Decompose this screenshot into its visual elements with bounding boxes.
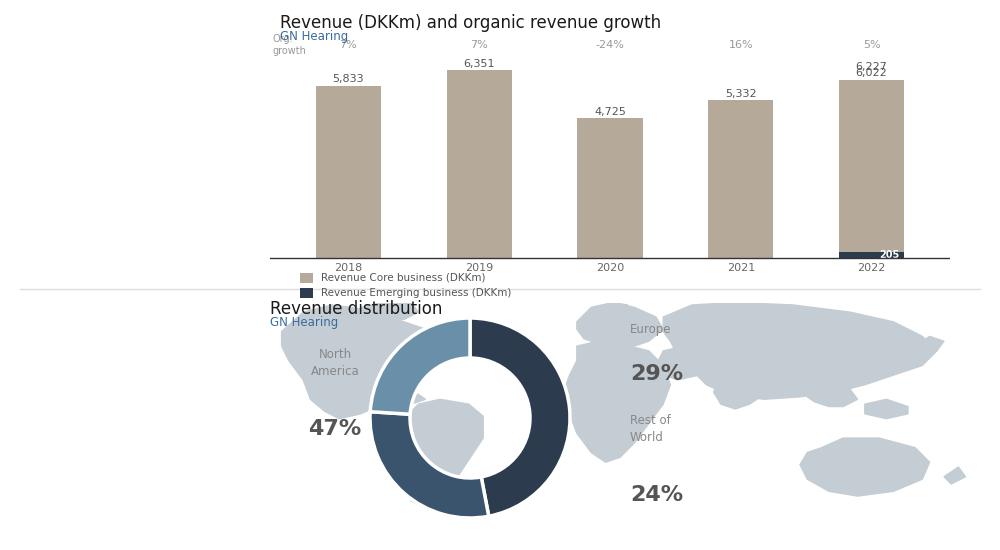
Text: 4,725: 4,725 (594, 107, 626, 117)
Text: 47%: 47% (308, 419, 362, 439)
Polygon shape (397, 399, 483, 508)
Text: 2022: 2022 (857, 263, 886, 273)
Text: 7%: 7% (340, 40, 357, 50)
Text: Revenue distribution: Revenue distribution (270, 300, 442, 318)
Text: 2020: 2020 (596, 263, 624, 273)
Text: 205: 205 (880, 250, 900, 260)
Wedge shape (470, 318, 570, 516)
Bar (577, 118, 643, 258)
Text: 5,332: 5,332 (725, 89, 757, 98)
Bar (708, 101, 773, 258)
Text: 29%: 29% (630, 364, 683, 384)
Text: Revenue Emerging business (DKKm): Revenue Emerging business (DKKm) (321, 288, 511, 298)
Text: GN Hearing: GN Hearing (280, 30, 348, 43)
Text: Org.
growth: Org. growth (273, 34, 306, 57)
Polygon shape (865, 399, 908, 419)
Polygon shape (663, 302, 937, 399)
Text: 6,351: 6,351 (463, 58, 495, 69)
Text: 6,227: 6,227 (856, 62, 887, 72)
Wedge shape (370, 412, 489, 518)
Bar (839, 252, 904, 258)
Text: Rest of
World: Rest of World (630, 414, 671, 444)
Text: -24%: -24% (596, 40, 624, 50)
Polygon shape (944, 467, 966, 484)
Polygon shape (361, 302, 418, 320)
Bar (316, 86, 381, 258)
Polygon shape (282, 305, 447, 419)
Wedge shape (370, 318, 470, 414)
Text: 2021: 2021 (727, 263, 755, 273)
Text: 24%: 24% (630, 485, 683, 505)
Polygon shape (800, 438, 930, 496)
Polygon shape (562, 341, 670, 462)
Text: GN Hearing: GN Hearing (270, 316, 338, 329)
Polygon shape (656, 346, 714, 380)
Text: 2018: 2018 (334, 263, 363, 273)
Text: North
America: North America (311, 348, 359, 378)
Polygon shape (915, 337, 944, 353)
Text: Europe: Europe (630, 323, 672, 337)
Polygon shape (577, 302, 663, 349)
Text: Revenue Core business (DKKm): Revenue Core business (DKKm) (321, 273, 486, 283)
Bar (839, 80, 904, 258)
Polygon shape (807, 385, 858, 406)
Text: 16%: 16% (728, 40, 753, 50)
Text: 7%: 7% (470, 40, 488, 50)
Text: Revenue (DKKm) and organic revenue growth: Revenue (DKKm) and organic revenue growt… (280, 14, 661, 32)
Text: 6,022: 6,022 (856, 68, 887, 78)
Text: 2019: 2019 (465, 263, 493, 273)
Polygon shape (598, 302, 634, 317)
Polygon shape (714, 370, 764, 409)
Polygon shape (390, 389, 426, 404)
Text: 5,833: 5,833 (333, 74, 364, 84)
Bar (447, 70, 512, 258)
Text: 5%: 5% (863, 40, 880, 50)
